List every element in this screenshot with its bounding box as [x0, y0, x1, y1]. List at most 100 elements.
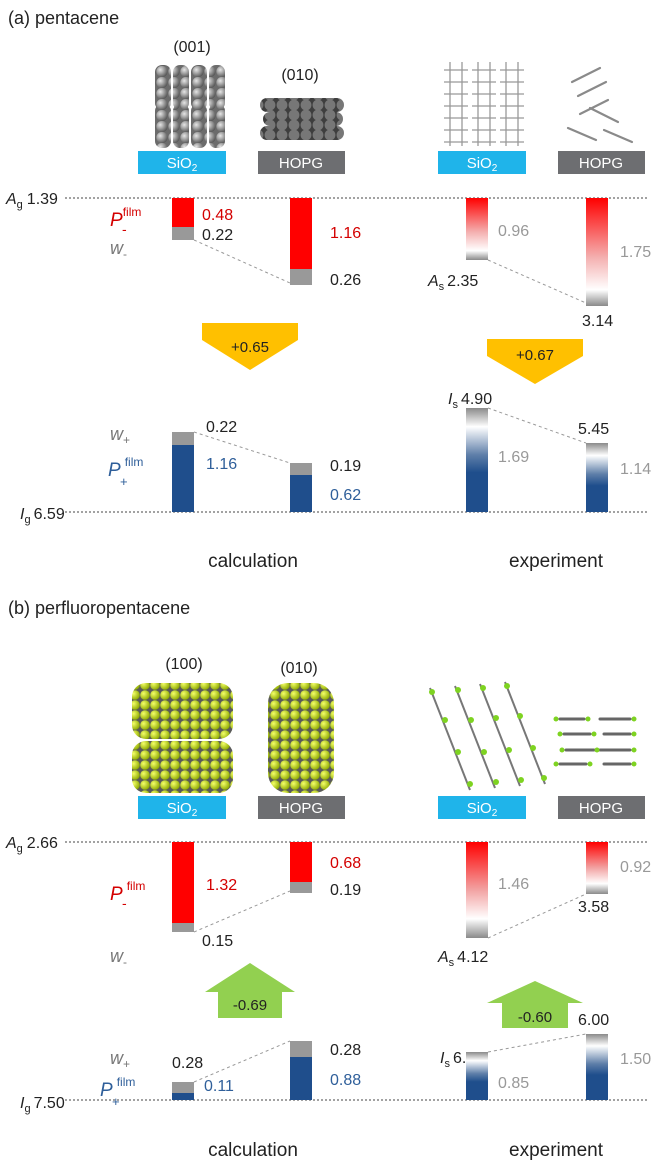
hopg-orientation-label: (010)	[280, 660, 317, 677]
exp-sio2-top-value: 0.96	[498, 223, 529, 240]
calc-hopg-wplus-bar	[290, 463, 312, 475]
svg-text:+0.65: +0.65	[231, 339, 269, 356]
exp-hopg-bottom-value: 1.14	[620, 461, 651, 478]
calc-hopg-wminus-value: 0.26	[330, 272, 361, 289]
svg-text:HOPG: HOPG	[279, 800, 323, 817]
calc-sio2-pminus-value: 0.48	[202, 207, 233, 224]
exp-sio2-bottom-value: 1.69	[498, 449, 529, 466]
svg-text:HOPG: HOPG	[579, 800, 623, 817]
exp-hopg-bottom-value: 3.14	[582, 313, 613, 330]
calc-sio2-pminus-value: 1.32	[206, 877, 237, 894]
pfp-sio2-crystal-image	[132, 683, 233, 793]
calc-hopg-pminus-value: 0.68	[330, 855, 361, 872]
calc-sio2-w-bar	[172, 227, 194, 240]
svg-text:-0.69: -0.69	[233, 997, 267, 1014]
panel-a-title: (a) pentacene	[8, 8, 119, 28]
exp-hopg-affinity-bar	[586, 842, 608, 894]
ig-label: Ig 7.50	[20, 1095, 65, 1115]
exp-hopg-ionization-bar	[586, 443, 608, 512]
calc-sio2-pplus-value: 0.11	[204, 1078, 234, 1095]
exp-caption: experiment	[509, 1140, 604, 1161]
calc-hopg-wminus-value: 0.19	[330, 882, 361, 899]
calc-hopg-pminus-value: 1.16	[330, 225, 361, 242]
pfp-hopg-molecules-image	[553, 716, 637, 767]
calc-hopg-pplus-value: 0.88	[330, 1072, 361, 1089]
pfp-sio2-molecules-image	[429, 681, 547, 791]
calc-hopg-pplus-value: 0.62	[330, 487, 361, 504]
exp-upper-connector	[487, 259, 587, 304]
calc-hopg-w-bar	[290, 269, 312, 285]
exp-lower-connector	[487, 407, 587, 444]
calc-lower-connector	[193, 431, 291, 464]
svg-text:HOPG: HOPG	[579, 155, 623, 172]
p-plus-subscript: +	[112, 1094, 120, 1109]
hopg-label-calc: HOPG	[258, 151, 345, 174]
exp-sio2-bottom-value: 0.85	[498, 1075, 529, 1092]
svg-text:SiO2: SiO2	[467, 800, 498, 819]
calc-gap-shift-arrow: +0.65	[202, 323, 298, 370]
exp-hopg-top-value: 1.75	[620, 244, 651, 261]
calc-caption: calculation	[208, 1140, 298, 1161]
w-minus-label: w-	[110, 238, 127, 261]
p-minus-film-label: Pfilm	[110, 205, 141, 231]
hopg-label-calc: HOPG	[258, 796, 345, 819]
p-minus-subscript: -	[122, 221, 127, 237]
exp-hopg-top-value: 0.92	[620, 859, 651, 876]
calc-sio2-wminus-value: 0.22	[202, 227, 233, 244]
calc-sio2-polarization-bar	[172, 842, 194, 923]
calc-sio2-wplus-bar	[172, 1082, 194, 1093]
calc-hopg-pplus-bar	[290, 475, 312, 512]
calc-sio2-w-bar	[172, 923, 194, 932]
panel-b: (b) perfluoropentacene (100) (010)	[5, 598, 651, 1161]
sio2-label-exp: SiO2	[438, 796, 526, 819]
exp-lower-connector	[487, 1033, 587, 1053]
exp-hopg-ion-value: 5.45	[578, 421, 609, 438]
ag-label: Ag 2.66	[5, 835, 58, 855]
calc-hopg-w-bar	[290, 882, 312, 893]
svg-text:SiO2: SiO2	[167, 800, 198, 819]
exp-hopg-ion-value: 6.00	[578, 1012, 609, 1029]
w-minus-label: w-	[110, 946, 127, 969]
calc-sio2-pplus-value: 1.16	[206, 456, 237, 473]
hopg-orientation-label: (010)	[281, 67, 318, 84]
hopg-label-exp: HOPG	[558, 151, 645, 174]
svg-text:SiO2: SiO2	[467, 155, 498, 174]
panel-b-title: (b) perfluoropentacene	[8, 598, 190, 618]
pentacene-hopg-crystal-image	[260, 98, 344, 140]
calc-hopg-wplus-bar	[290, 1041, 312, 1057]
calc-sio2-wminus-value: 0.15	[202, 933, 233, 950]
calc-lower-connector	[193, 1040, 291, 1083]
exp-as-label: As 4.12	[437, 949, 488, 969]
sio2-orientation-label: (100)	[165, 656, 202, 673]
exp-sio2-ionization-bar	[466, 408, 488, 512]
svg-text:+0.67: +0.67	[516, 347, 554, 364]
pfp-hopg-crystal-image	[268, 683, 334, 793]
exp-hopg-affinity-bar	[586, 198, 608, 306]
panel-a: (a) pentacene (001) (010)	[5, 8, 651, 572]
calc-hopg-polarization-bar	[290, 842, 312, 882]
calc-caption: calculation	[208, 551, 298, 572]
pentacene-sio2-molecules-image	[444, 62, 524, 146]
calc-hopg-wplus-value: 0.28	[330, 1042, 361, 1059]
sio2-label-calc: SiO2	[138, 796, 226, 819]
w-plus-label: w+	[110, 424, 130, 447]
exp-caption: experiment	[509, 551, 604, 572]
p-plus-subscript: +	[120, 474, 128, 489]
svg-text:SiO2: SiO2	[167, 155, 198, 174]
calc-sio2-wplus-value: 0.22	[206, 419, 237, 436]
calc-sio2-pplus-bar	[172, 445, 194, 512]
pentacene-hopg-molecules-image	[566, 66, 634, 144]
exp-gap-shift-arrow: +0.67	[487, 339, 583, 384]
exp-is-label: Is 4.90	[448, 391, 492, 411]
exp-gap-shift-arrow: -0.60	[487, 981, 583, 1028]
calc-hopg-pplus-bar	[290, 1057, 312, 1100]
exp-upper-connector	[487, 893, 587, 939]
exp-hopg-bottom-value: 1.50	[620, 1051, 651, 1068]
exp-sio2-affinity-bar	[466, 842, 488, 938]
hopg-label-exp: HOPG	[558, 796, 645, 819]
pentacene-sio2-crystal-image	[155, 65, 225, 148]
calc-sio2-wplus-bar	[172, 432, 194, 445]
